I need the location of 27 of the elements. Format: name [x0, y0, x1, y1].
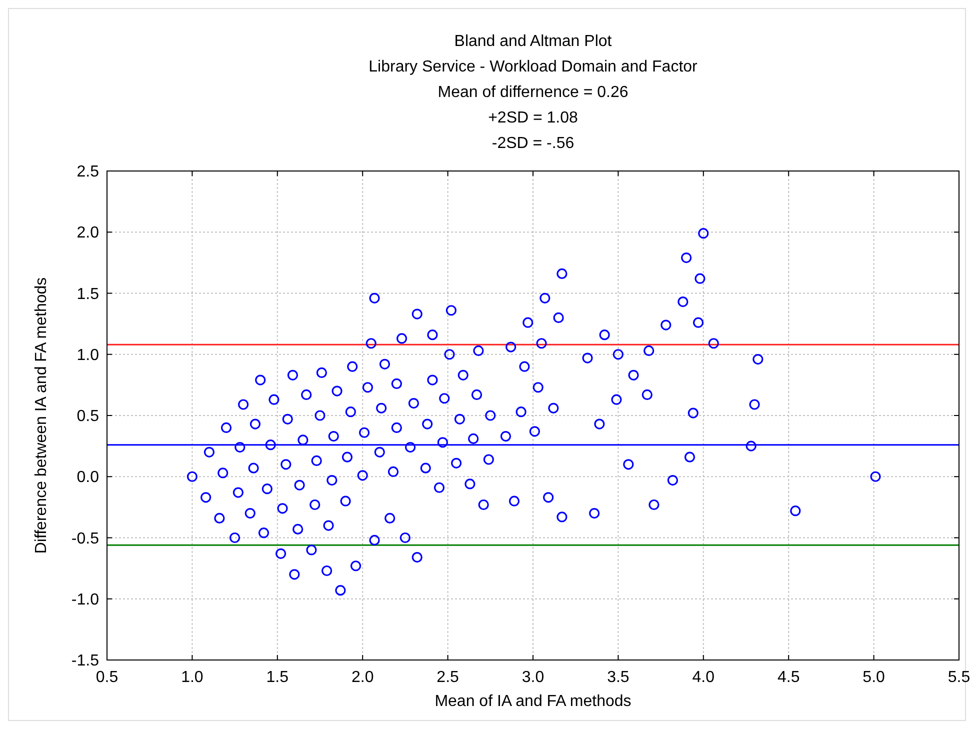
chart-subtitle: Library Service - Workload Domain and Factor: [368, 58, 698, 76]
x-tick-label: 5.5: [948, 669, 970, 686]
x-tick-label: 2.0: [351, 669, 374, 686]
y-tick-label: 0.0: [76, 469, 100, 486]
y-tick-label: -1.0: [71, 591, 100, 608]
y-tick-label: -1.5: [71, 652, 100, 670]
x-tick-label: 0.5: [96, 669, 118, 686]
y-tick-label: -0.5: [71, 530, 100, 548]
x-tick-label: 5.0: [862, 669, 886, 686]
y-tick-label: 1.5: [76, 286, 100, 303]
y-tick-label: 1.0: [76, 346, 100, 364]
x-tick-label: 1.0: [181, 669, 204, 686]
y-tick-label: 0.5: [76, 408, 100, 425]
text: +2SD = 1.08: [488, 110, 578, 126]
x-tick-label: 2.5: [436, 669, 460, 686]
x-tick-label: 4.5: [777, 669, 800, 686]
x-axis-title: Mean of IA and FA methods: [434, 693, 632, 710]
x-tick-label: 1.5: [266, 669, 289, 686]
y-tick-label: 2.0: [76, 224, 100, 242]
chart-title: Bland and Altman Plot: [454, 33, 612, 50]
y-tick-label: 2.5: [76, 164, 100, 180]
x-tick-label: 3.5: [607, 669, 630, 686]
x-tick-label: 3.0: [522, 669, 544, 686]
text: -2SD = -.56: [492, 135, 574, 152]
x-tick-label: 4.0: [692, 669, 715, 686]
text: Mean of differnence = 0.26: [438, 84, 628, 101]
y-axis-title: Difference between IA and FA methods: [33, 277, 50, 554]
